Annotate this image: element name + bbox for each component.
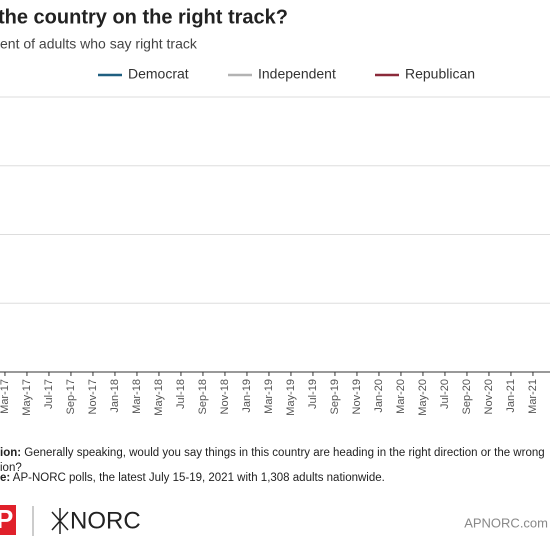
x-tick-label: Jan-19: [241, 379, 253, 413]
x-tick-label: Mar-18: [131, 379, 143, 414]
x-tick-label: Jan-21: [505, 379, 517, 413]
legend-label: Democrat: [128, 66, 189, 82]
x-tick-label: Jul-19: [307, 379, 319, 409]
plot: Mar-17 May-17 Jul-17 Sep-17 Nov-17 Jan-18 Mar-…: [0, 96, 550, 416]
legend-label: Independent: [258, 66, 336, 82]
x-tick-label: May-17: [21, 379, 33, 416]
x-tick-label: Jul-20: [439, 379, 451, 409]
x-tick-label: Sep-17: [65, 379, 77, 414]
norc-logo: NORC: [70, 507, 141, 534]
source-label: e:: [0, 472, 10, 484]
x-tick-label: Sep-20: [461, 379, 473, 414]
legend: Democrat Independent Republican: [98, 66, 475, 82]
note-label: ion:: [0, 447, 21, 459]
legend-label: Republican: [405, 66, 475, 82]
x-tick-label: Sep-18: [197, 379, 209, 414]
x-tick-label: Mar-21: [527, 379, 539, 414]
url: APNORC.com: [464, 515, 548, 530]
x-tick-label: Jul-18: [175, 379, 187, 409]
x-tick-label: Nov-19: [351, 379, 363, 414]
x-tick-label: Nov-18: [219, 379, 231, 414]
note: ion: Generally speaking, would you say t…: [0, 447, 545, 459]
norc-icon: [51, 508, 69, 534]
x-tick-label: Sep-19: [329, 379, 341, 414]
x-tick-label: Mar-20: [395, 379, 407, 414]
x-tick-label: May-18: [153, 379, 165, 416]
ap-logo-bg: [0, 505, 16, 535]
x-tick-label: May-19: [285, 379, 297, 416]
x-tick-label: Nov-17: [87, 379, 99, 414]
note-text: Generally speaking, would you say things…: [24, 447, 544, 459]
note: ion?: [0, 462, 22, 474]
x-tick-label: Jul-17: [43, 379, 55, 409]
chart-subtitle: ent of adults who say right track: [0, 36, 198, 52]
chart-title: the country on the right track?: [0, 6, 288, 28]
x-tick-label: May-20: [417, 379, 429, 416]
x-tick-label: Jan-20: [373, 379, 385, 413]
x-tick-label: Mar-19: [263, 379, 275, 414]
source: e: AP-NORC polls, the latest July 15-19,…: [0, 472, 385, 484]
source-text: AP-NORC polls, the latest July 15-19, 20…: [13, 472, 385, 484]
x-tick-label: Nov-20: [483, 379, 495, 414]
x-tick-label: Jan-18: [109, 379, 121, 413]
ap-logo: P: [0, 504, 13, 534]
x-tick-label: Mar-17: [0, 379, 11, 414]
